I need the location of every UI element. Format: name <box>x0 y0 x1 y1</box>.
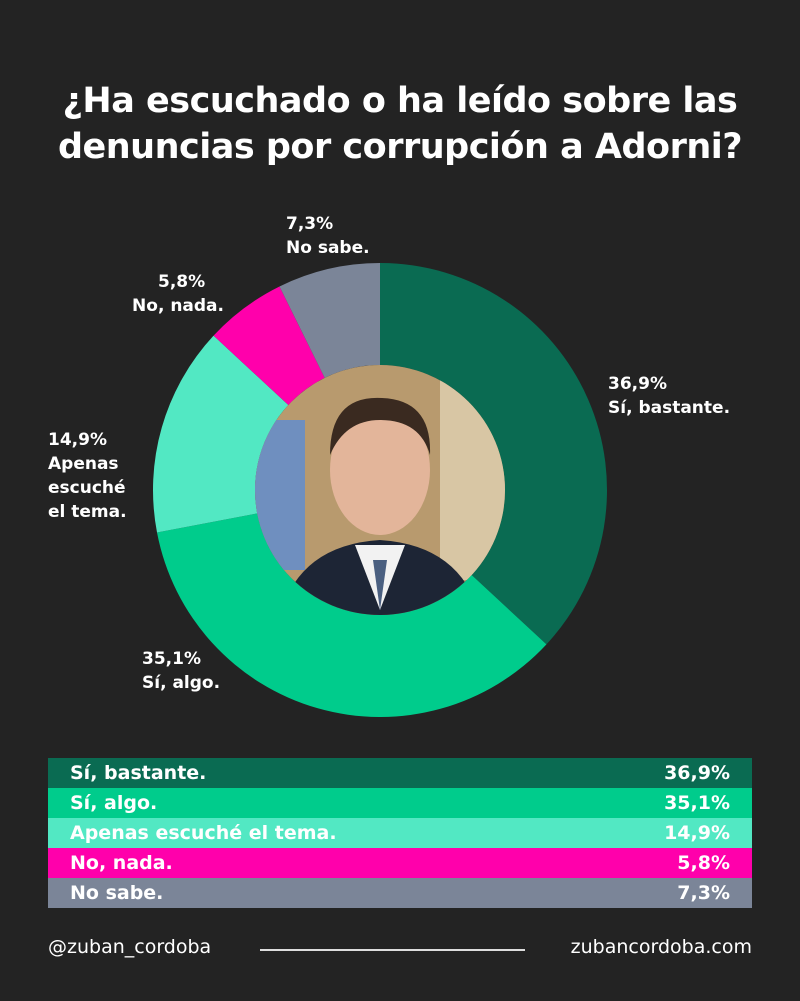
chart-title: ¿Ha escuchado o ha leído sobre las denun… <box>57 81 743 167</box>
donut-slice-3 <box>213 286 325 406</box>
legend-value: 36,9% <box>664 762 730 784</box>
footer-website[interactable]: zubancordoba.com <box>570 936 752 958</box>
donut-slice-4 <box>279 263 380 378</box>
legend-value: 5,8% <box>677 852 730 874</box>
legend-row: Apenas escuché el tema. 14,9% <box>48 818 752 848</box>
legend-table: Sí, bastante. 36,9% Sí, algo. 35,1% Apenas e… <box>48 758 752 908</box>
legend-label: No, nada. <box>70 852 173 874</box>
legend-label: Apenas escuché el tema. <box>70 822 337 844</box>
donut-slice-1 <box>157 513 547 717</box>
label-si-bastante: 36,9% Sí, bastante. <box>608 374 731 418</box>
legend-value: 14,9% <box>664 822 730 844</box>
legend-value: 7,3% <box>677 882 730 904</box>
footer-divider <box>260 949 525 951</box>
legend-row: Sí, algo. 35,1% <box>48 788 752 818</box>
label-no-nada: 5,8% No, nada. <box>132 272 224 316</box>
legend-label: No sabe. <box>70 882 164 904</box>
legend-row: Sí, bastante. 36,9% <box>48 758 752 788</box>
legend-value: 35,1% <box>664 792 730 814</box>
portrait-photo <box>255 365 505 615</box>
label-apenas: 14,9% Apenas escuché el tema. <box>48 430 127 522</box>
legend-label: Sí, bastante. <box>70 762 207 784</box>
legend-row: No sabe. 7,3% <box>48 878 752 908</box>
donut-slice-2 <box>153 335 289 533</box>
donut-slice-0 <box>380 263 607 645</box>
legend-row: No, nada. 5,8% <box>48 848 752 878</box>
legend-label: Sí, algo. <box>70 792 158 814</box>
donut-chart <box>153 263 607 717</box>
footer-handle[interactable]: @zuban_cordoba <box>48 936 212 958</box>
label-no-sabe: 7,3% No sabe. <box>286 214 370 258</box>
label-si-algo: 35,1% Sí, algo. <box>142 649 221 693</box>
